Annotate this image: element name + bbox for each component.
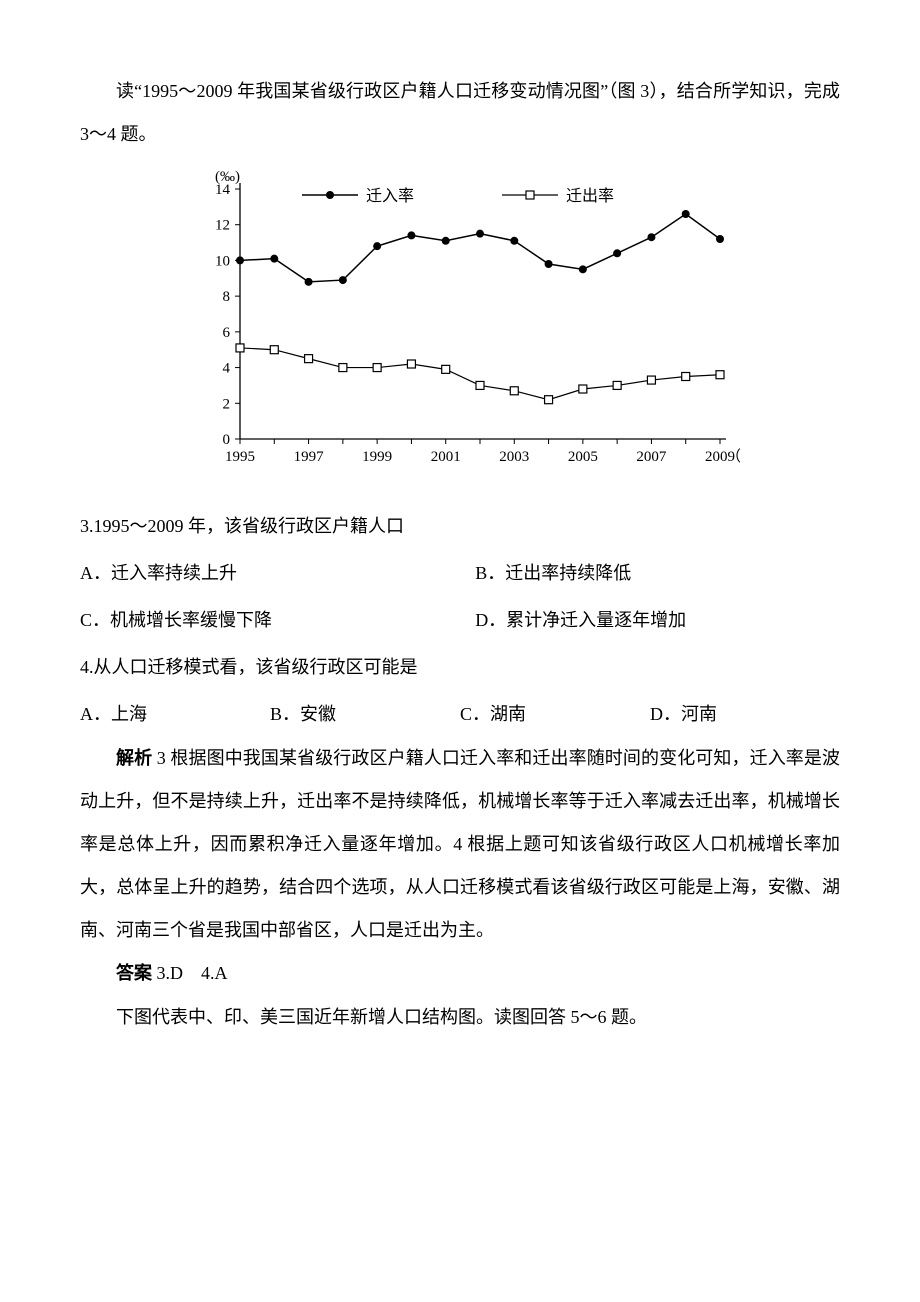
q4-option-d: D．河南 [650,693,840,736]
svg-text:10: 10 [215,254,230,270]
q3-option-a: A．迁入率持续上升 [80,552,475,595]
svg-text:2001: 2001 [431,449,461,465]
svg-text:6: 6 [223,325,231,341]
svg-text:8: 8 [223,290,231,306]
q3-option-c: C．机械增长率缓慢下降 [80,599,475,642]
q4-option-a: A．上海 [80,693,270,736]
svg-text:0: 0 [223,432,231,448]
explanation-body: 3 根据图中我国某省级行政区户籍人口迁入率和迁出率随时间的变化可知，迁入率是波动… [80,748,840,941]
q3-stem: 3.1995～2009 年，该省级行政区户籍人口 [80,505,840,548]
q4-option-c: C．湖南 [460,693,650,736]
answer-paragraph: 答案 3.D 4.A [80,952,840,995]
q3-option-b: B．迁出率持续降低 [475,552,840,595]
q3-option-d: D．累计净迁入量逐年增加 [475,599,840,642]
q4-stem: 4.从人口迁移模式看，该省级行政区可能是 [80,646,840,689]
svg-text:迁入率: 迁入率 [366,187,414,205]
chart-svg: 02468101214(‰)19951997199920012003200520… [180,164,740,484]
q4-option-b: B．安徽 [270,693,460,736]
intro-paragraph: 读“1995～2009 年我国某省级行政区户籍人口迁移变动情况图”（图 3），结… [80,70,840,156]
explanation-paragraph: 解析 3 根据图中我国某省级行政区户籍人口迁入率和迁出率随时间的变化可知，迁入率… [80,737,840,953]
svg-text:（年）: （年） [726,448,740,465]
svg-text:迁出率: 迁出率 [566,187,614,205]
q3-options-row2: C．机械增长率缓慢下降 D．累计净迁入量逐年增加 [80,599,840,642]
q4-options: A．上海 B．安徽 C．湖南 D．河南 [80,693,840,736]
svg-text:2003: 2003 [499,449,529,465]
svg-text:1997: 1997 [294,449,325,465]
explanation-label: 解析 [116,748,152,768]
answer-label: 答案 [116,963,152,983]
svg-text:1999: 1999 [362,449,392,465]
migration-chart: 02468101214(‰)19951997199920012003200520… [80,164,840,500]
svg-text:12: 12 [215,218,230,234]
svg-text:4: 4 [223,361,231,377]
q3-options-row1: A．迁入率持续上升 B．迁出率持续降低 [80,552,840,595]
outro-paragraph: 下图代表中、印、美三国近年新增人口结构图。读图回答 5～6 题。 [80,996,840,1039]
svg-text:1995: 1995 [225,449,255,465]
svg-text:2007: 2007 [636,449,667,465]
svg-text:2005: 2005 [568,449,598,465]
svg-text:2: 2 [223,397,231,413]
answer-body: 3.D 4.A [152,963,228,983]
svg-text:(‰): (‰) [215,169,240,185]
